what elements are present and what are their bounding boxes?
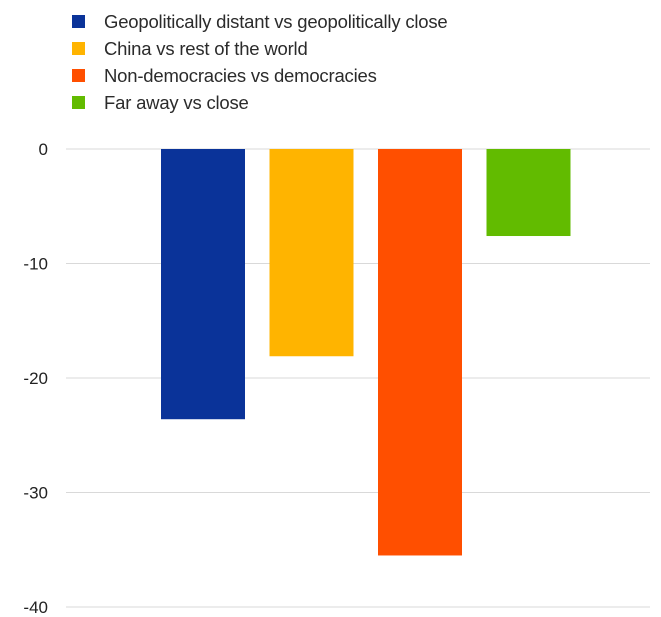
bars — [161, 149, 571, 556]
legend-item: Non-democracies vs democracies — [72, 62, 448, 89]
legend-swatch — [72, 15, 85, 28]
y-tick-label: -40 — [23, 598, 48, 617]
legend-item: China vs rest of the world — [72, 35, 448, 62]
bar — [378, 149, 462, 556]
legend-swatch — [72, 69, 85, 82]
legend-label: China vs rest of the world — [104, 37, 308, 59]
legend-item: Geopolitically distant vs geopolitically… — [72, 8, 448, 35]
bar — [269, 149, 354, 357]
legend-swatch — [72, 96, 85, 109]
y-tick-label: -30 — [23, 484, 48, 503]
legend-label: Geopolitically distant vs geopolitically… — [104, 10, 448, 32]
bar — [161, 149, 245, 420]
bar — [486, 149, 571, 237]
legend: Geopolitically distant vs geopolitically… — [72, 8, 448, 116]
legend-label: Far away vs close — [104, 91, 249, 113]
legend-label: Non-democracies vs democracies — [104, 64, 377, 86]
legend-swatch — [72, 42, 85, 55]
legend-item: Far away vs close — [72, 89, 448, 116]
y-tick-label: -20 — [23, 369, 48, 388]
y-tick-label: 0 — [39, 140, 48, 159]
y-tick-label: -10 — [23, 255, 48, 274]
y-axis-ticks: 0 -10 -20 -30 -40 — [23, 140, 48, 617]
